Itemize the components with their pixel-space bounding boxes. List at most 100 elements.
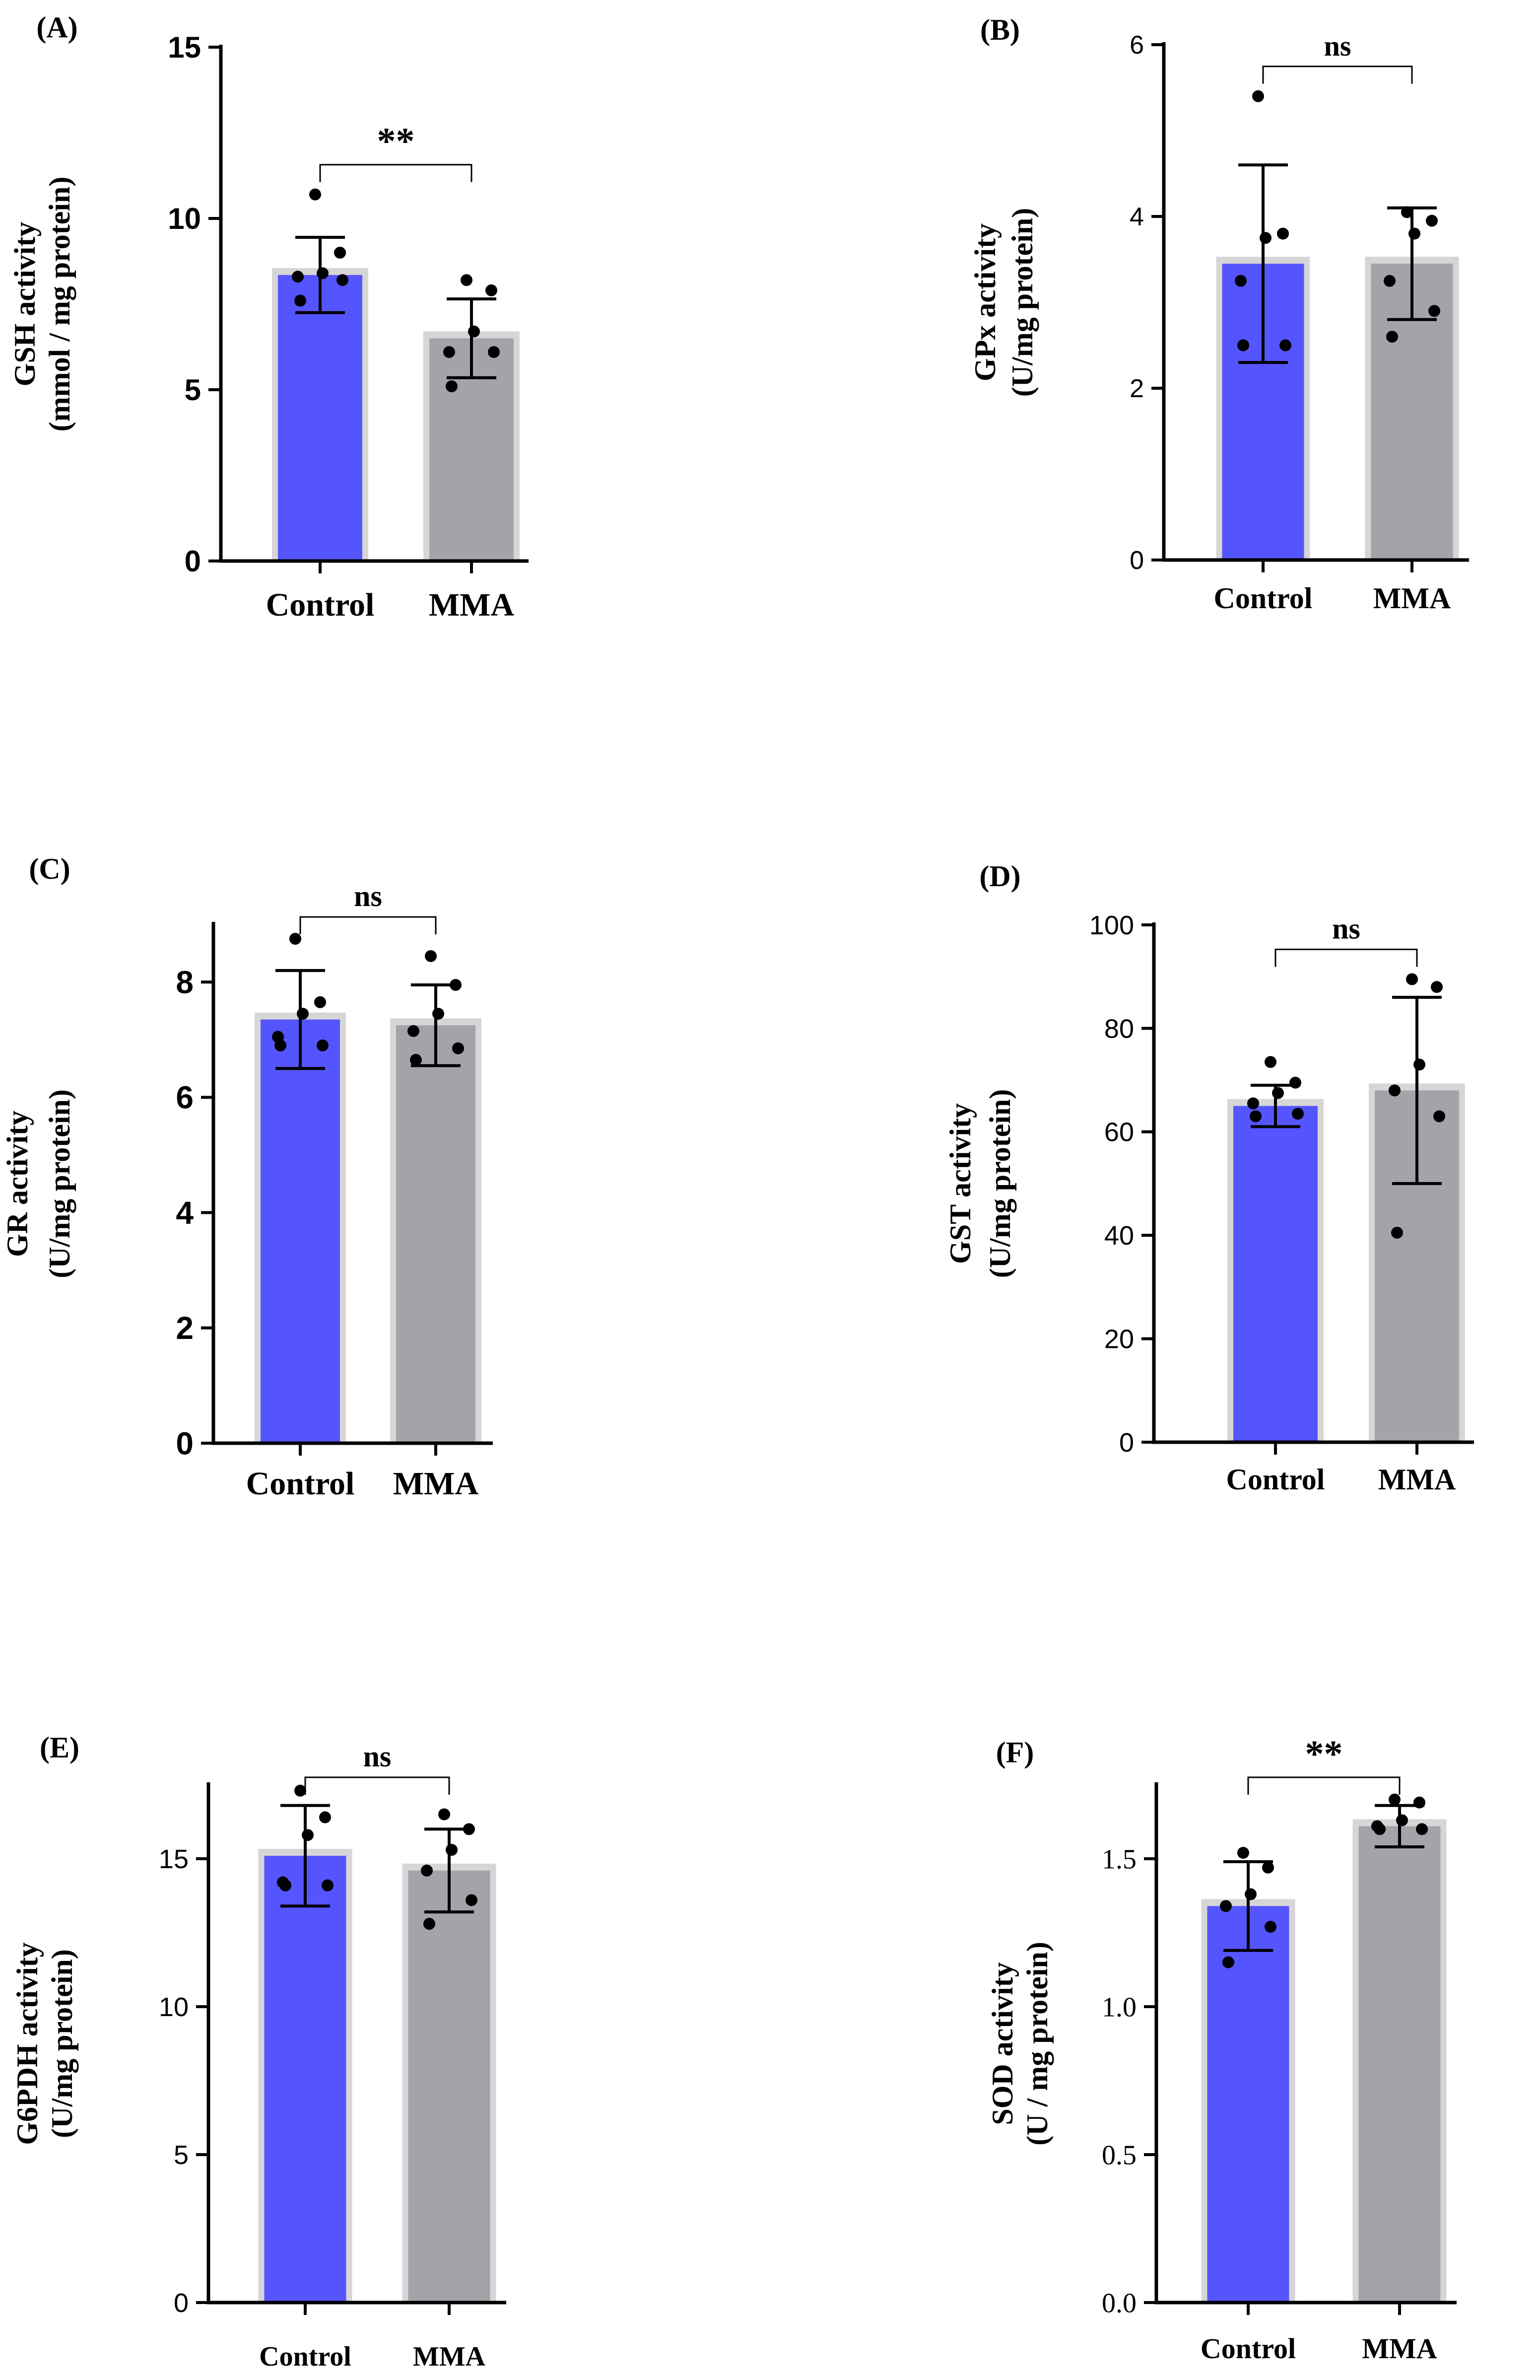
significance-label: ns (354, 880, 382, 912)
data-point (1250, 1110, 1262, 1122)
y-tick-label: 0 (1130, 546, 1144, 575)
data-point (452, 1042, 464, 1054)
y-tick-label: 6 (1130, 31, 1144, 60)
data-point (461, 274, 472, 286)
x-category-label: Control (246, 1466, 355, 1502)
x-category-label: Control (259, 2341, 351, 2372)
panel-label: (A) (36, 11, 77, 44)
data-point (1416, 1823, 1428, 1835)
y-axis-title: (U/mg protein) (1006, 208, 1039, 397)
y-axis-title: (U / mg protein) (1021, 1942, 1054, 2146)
y-axis-title: GST activity (944, 1103, 977, 1264)
bar-control (264, 1856, 346, 2303)
data-point (1384, 275, 1396, 287)
x-category-label: MMA (393, 1466, 479, 1502)
y-tick-label: 6 (176, 1080, 194, 1116)
y-tick-label: 0 (176, 1425, 194, 1461)
y-tick-label: 4 (176, 1195, 194, 1231)
y-tick-label: 100 (1089, 910, 1134, 940)
significance-label: ** (1305, 1733, 1343, 1775)
data-point (443, 346, 455, 358)
data-point (279, 1879, 291, 1891)
y-axis-title: GSH activity (8, 222, 41, 387)
y-axis-title: SOD activity (986, 1962, 1019, 2125)
chart-panel-e: (E) G6PDH activity (U/mg protein) ns 0 5 10 15 C… (11, 1731, 506, 2372)
y-tick-label: 0 (185, 545, 201, 578)
data-point (302, 1829, 314, 1841)
data-point (1235, 275, 1247, 287)
y-tick-label: 8 (176, 965, 194, 1000)
data-point (1222, 1956, 1234, 1968)
data-point (322, 1879, 334, 1891)
x-category-label: Control (266, 587, 375, 623)
x-category-label: MMA (1373, 582, 1451, 615)
data-point (438, 1808, 450, 1820)
y-axis-title: (U/mg protein) (43, 1089, 76, 1278)
chart-panel-c: (C) GR activity (U/mg protein) ns 0 2 4 6 8 Contr… (1, 852, 493, 1502)
data-point (1252, 90, 1264, 102)
significance-label: ** (377, 121, 415, 162)
data-point (317, 267, 329, 280)
data-point (1389, 1084, 1401, 1097)
data-point (294, 294, 306, 307)
y-tick-label: 5 (174, 2140, 189, 2170)
data-point (1237, 1847, 1249, 1859)
data-point (463, 1823, 475, 1835)
data-point (485, 284, 497, 296)
data-point (1374, 1823, 1386, 1835)
data-point (1265, 1056, 1276, 1068)
significance-label: ns (363, 1740, 392, 1773)
y-tick-label: 15 (168, 31, 201, 64)
data-point (1401, 206, 1413, 218)
data-point (1265, 1921, 1276, 1933)
data-point (488, 346, 500, 358)
data-point (319, 1811, 331, 1823)
data-point (1279, 339, 1291, 351)
data-point (1396, 1814, 1408, 1826)
x-category-label: Control (1201, 2332, 1296, 2365)
y-tick-label: 2 (1130, 374, 1144, 403)
data-point (1428, 305, 1440, 317)
y-tick-label: 1.5 (1102, 1844, 1137, 1875)
y-axis-title: (mmol / mg protein) (43, 177, 76, 432)
data-point (309, 188, 321, 201)
data-point (1406, 973, 1418, 985)
x-category-label: MMA (429, 587, 515, 623)
significance-bracket (1262, 66, 1413, 84)
y-axis-title: GPx activity (969, 223, 1002, 381)
data-point (1426, 214, 1438, 227)
y-tick-label: 5 (185, 373, 201, 407)
data-point (410, 1053, 422, 1066)
data-point (468, 325, 480, 338)
significance-bracket (299, 916, 437, 934)
bar-control (261, 1019, 340, 1443)
chart-panel-f: (F) SOD activity (U / mg protein) ** 0.0 0.5 1… (986, 1733, 1457, 2365)
x-category-label: MMA (1362, 2332, 1437, 2365)
y-tick-label: 2 (176, 1310, 194, 1346)
data-point (446, 1844, 458, 1856)
significance-label: ns (1332, 912, 1360, 945)
data-point (446, 380, 458, 393)
x-category-label: MMA (413, 2341, 486, 2372)
data-point (1413, 1058, 1425, 1071)
data-point (423, 1918, 435, 1930)
y-tick-label: 10 (168, 202, 201, 235)
data-point (1292, 1108, 1304, 1120)
y-tick-label: 0 (174, 2288, 189, 2318)
data-point (274, 1039, 286, 1051)
y-tick-label: 20 (1104, 1325, 1134, 1354)
y-tick-label: 15 (159, 1844, 189, 1874)
data-point (1272, 1087, 1284, 1099)
bar-mma (408, 1870, 490, 2303)
y-tick-label: 40 (1104, 1221, 1134, 1251)
bar-control (1207, 1906, 1289, 2303)
panel-label: (D) (979, 860, 1020, 893)
y-tick-label: 1.0 (1102, 1992, 1137, 2023)
y-tick-label: 0.0 (1102, 2288, 1137, 2319)
data-point (407, 1025, 419, 1037)
data-point (1220, 1900, 1232, 1912)
y-axis-title: (U/mg protein) (46, 1949, 78, 2138)
data-point (294, 1784, 306, 1797)
x-category-label: MMA (1378, 1463, 1456, 1496)
